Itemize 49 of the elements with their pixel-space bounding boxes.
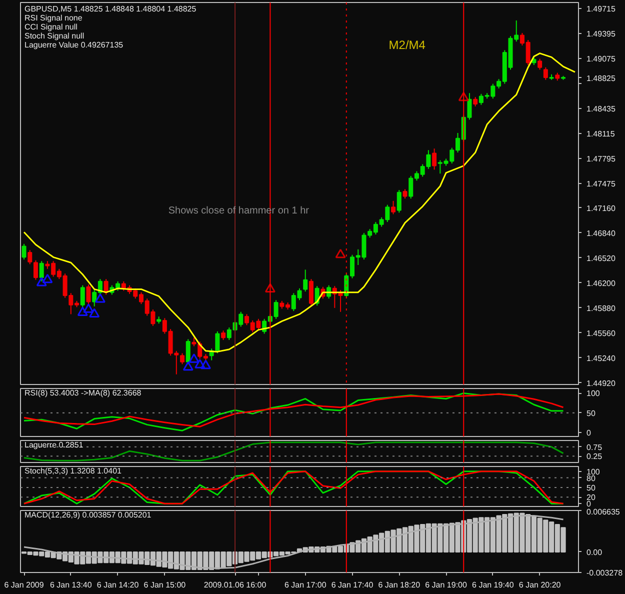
y-tick-label: 0.00 xyxy=(586,548,603,557)
y-tick-label: 1.44920 xyxy=(586,378,616,388)
y-tick-label: 50 xyxy=(586,408,596,418)
annotation: Stoch Signal null xyxy=(24,32,84,40)
x-tick-label: 6 Jan 15:00 xyxy=(144,580,186,590)
annotation: Laguerre 0.2851 xyxy=(24,440,84,450)
y-tick-label: 1.47160 xyxy=(586,204,616,213)
x-tick-label: 6 Jan 14:20 xyxy=(96,580,140,590)
y-tick-label: 1.49715 xyxy=(586,4,616,14)
x-tick-label: 6 Jan 17:00 xyxy=(284,580,327,590)
x-tick-label: 6 Jan 2009 xyxy=(4,580,44,590)
y-tick-label: 0 xyxy=(586,428,592,438)
y-tick-label: 1.45240 xyxy=(586,354,616,363)
annotation: Laguerre Value 0.49267135 xyxy=(24,40,124,50)
annotation: M2/M4 xyxy=(388,38,426,52)
y-tick-label: 80 xyxy=(586,474,596,483)
annotation: RSI(8) 53.4003 ->MA(8) 62.3668 xyxy=(24,388,142,398)
y-tick-label: 0.006635 xyxy=(586,508,620,516)
x-tick-label: 6 Jan 19:40 xyxy=(472,580,514,590)
y-tick-label: 1.47475 xyxy=(586,179,616,188)
y-tick-label: 100 xyxy=(586,389,600,398)
x-tick-label: 6 Jan 19:00 xyxy=(425,580,468,590)
y-tick-label: 50 xyxy=(586,483,596,492)
y-tick-label: 0 xyxy=(586,500,592,509)
y-tick-label: -0.003278 xyxy=(586,568,624,578)
y-tick-label: 1.48435 xyxy=(586,104,616,114)
x-tick-label: 6 Jan 18:20 xyxy=(378,580,421,590)
y-tick-label: 1.46520 xyxy=(586,254,616,263)
x-tick-label: 6 Jan 17:40 xyxy=(331,580,374,590)
x-tick-label: 6 Jan 20:20 xyxy=(518,580,562,590)
y-tick-label: 1.45880 xyxy=(586,304,616,313)
annotation: Stoch(5,3,3) 1.3208 1.0401 xyxy=(24,466,122,476)
y-tick-label: 100 xyxy=(586,467,600,476)
annotation: RSI Signal none xyxy=(24,14,83,22)
annotation: GBPUSD,M5 1.48825 1.48848 1.48804 1.48825 xyxy=(24,4,197,14)
y-tick-label: 0.25 xyxy=(586,452,603,462)
annotation: MACD(12,26,9) 0.003857 0.005201 xyxy=(24,510,152,520)
x-tick-label: 6 Jan 13:40 xyxy=(50,580,92,590)
y-tick-label: 1.49075 xyxy=(586,54,616,64)
y-tick-label: 1.47795 xyxy=(586,154,616,164)
y-tick-label: 1.48115 xyxy=(586,129,616,138)
y-tick-label: 1.45560 xyxy=(586,328,616,338)
y-tick-label: 1.46840 xyxy=(586,228,616,238)
annotation: CCI Signal null xyxy=(24,22,78,32)
y-tick-label: 1.49395 xyxy=(586,29,616,38)
x-tick-label: 2009.01.06 16:00 xyxy=(204,580,267,590)
y-tick-label: 1.48825 xyxy=(586,74,616,83)
y-tick-label: 1.46200 xyxy=(586,278,616,288)
y-tick-label: 0.75 xyxy=(586,442,603,452)
